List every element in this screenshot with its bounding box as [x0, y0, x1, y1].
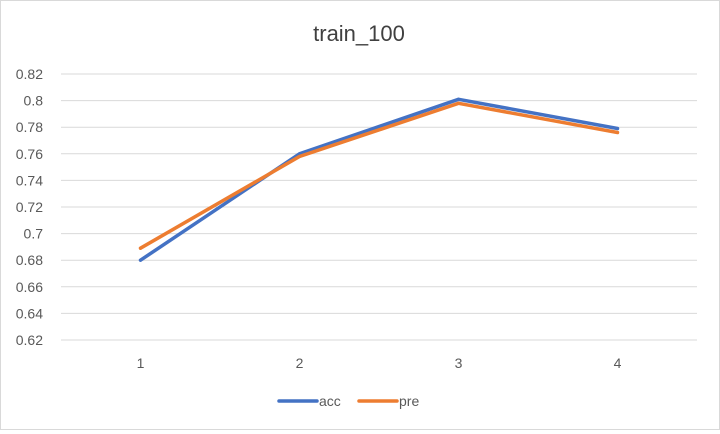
data-point-pre: [616, 131, 619, 135]
y-tick-label: 0.78: [16, 119, 43, 135]
y-tick-label: 0.76: [16, 146, 43, 162]
legend-item-acc: acc: [277, 393, 341, 409]
y-tick-label: 0.8: [24, 93, 44, 109]
data-point-acc: [616, 127, 619, 131]
data-point-pre: [457, 101, 460, 105]
data-point-pre: [139, 246, 142, 250]
legend-item-pre: pre: [357, 393, 419, 409]
legend: acc pre: [277, 393, 419, 409]
x-tick-label: 4: [614, 355, 622, 371]
y-tick-label: 0.7: [24, 226, 44, 242]
series-line-pre: [138, 101, 620, 250]
data-point-acc: [457, 97, 460, 101]
x-tick-label: 2: [296, 355, 304, 371]
y-axis-tick-labels: 0.62 0.64 0.66 0.68 0.7 0.72 0.74 0.76 0.78 0.8 0.…: [16, 66, 43, 348]
y-tick-label: 0.68: [16, 252, 43, 268]
legend-label-pre: pre: [399, 393, 419, 409]
x-axis-tick-labels: 1 2 3 4: [137, 355, 622, 371]
y-tick-label: 0.72: [16, 199, 43, 215]
series-line-acc: [138, 97, 620, 262]
legend-label-acc: acc: [319, 393, 341, 409]
y-tick-label: 0.82: [16, 66, 43, 82]
gridlines: [61, 73, 697, 341]
y-tick-label: 0.66: [16, 279, 43, 295]
chart-title: train_100: [313, 21, 405, 46]
y-tick-label: 0.64: [16, 305, 43, 321]
y-tick-label: 0.74: [16, 172, 43, 188]
series-lines: [138, 97, 620, 262]
data-point-pre: [298, 154, 301, 158]
y-tick-label: 0.62: [16, 332, 43, 348]
x-tick-label: 3: [455, 355, 463, 371]
x-tick-label: 1: [137, 355, 145, 371]
data-point-acc: [139, 258, 142, 262]
